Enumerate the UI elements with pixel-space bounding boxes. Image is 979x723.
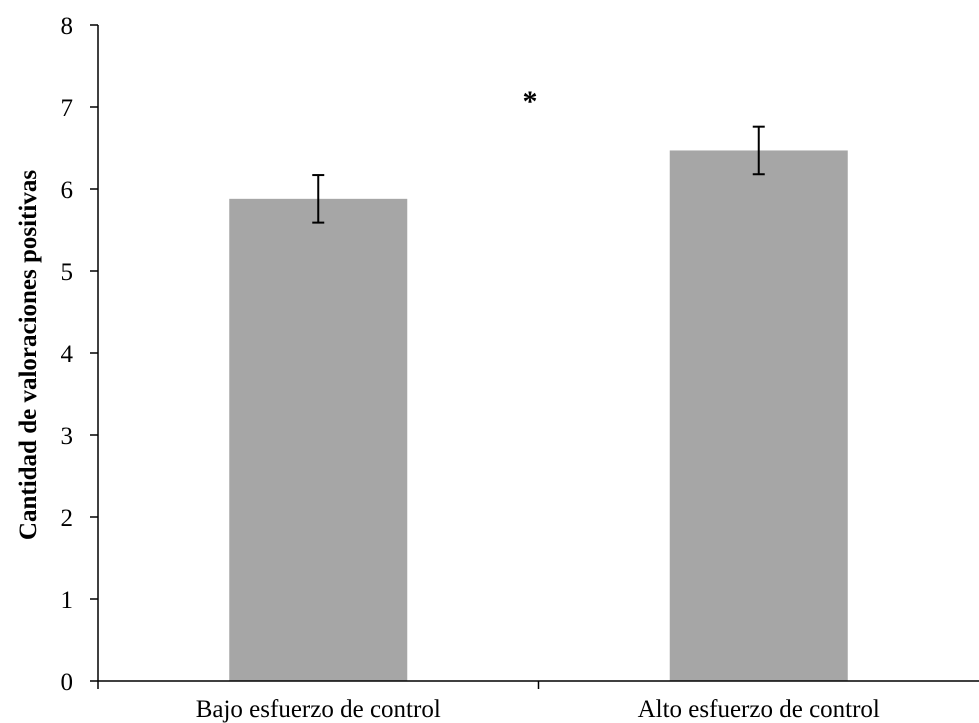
bar [669, 150, 848, 681]
y-axis-ticks [90, 24, 98, 682]
x-axis-ticks [97, 681, 540, 689]
y-tick-label: 5 [61, 259, 74, 286]
x-category-label: Alto esfuerzo de control [638, 696, 880, 723]
bar [229, 198, 408, 681]
y-tick-label: 4 [61, 341, 74, 368]
y-axis-title: Cantidad de valoraciones positivas [15, 170, 42, 540]
y-tick-label: 3 [61, 423, 74, 450]
y-tick-label: 6 [61, 177, 74, 204]
y-tick-label: 2 [61, 505, 74, 532]
y-tick-label: 0 [61, 669, 74, 696]
y-tick-label: 1 [61, 587, 74, 614]
bars-group [229, 150, 848, 681]
y-tick-label: 8 [61, 13, 74, 40]
y-axis-tick-labels: 0 1 2 3 4 5 6 7 8 [61, 13, 74, 696]
x-category-label: Bajo esfuerzo de control [196, 696, 441, 723]
error-bars-group [312, 125, 765, 224]
error-bar [312, 174, 325, 224]
x-axis-category-labels: Bajo esfuerzo de control Alto esfuerzo de… [196, 696, 880, 723]
y-tick-label: 7 [61, 95, 74, 122]
error-bar [752, 125, 765, 176]
significance-annotation: * [523, 85, 538, 118]
